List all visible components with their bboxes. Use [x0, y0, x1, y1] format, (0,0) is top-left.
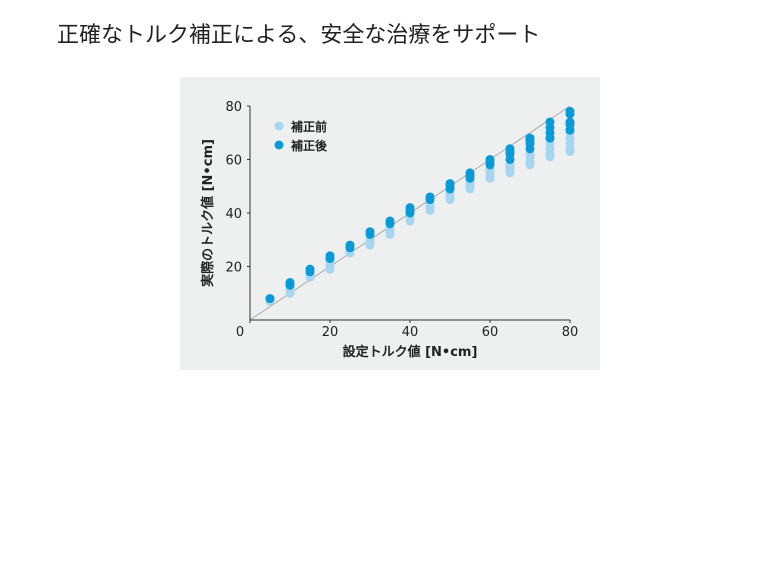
x-tick-label: 60: [482, 325, 499, 340]
chart-title: 正確なトルク補正による、安全な治療をサポート: [57, 23, 540, 48]
y-axis-label: 実際のトルク値 [N•cm]: [200, 139, 216, 287]
point: [525, 133, 535, 143]
point: [325, 251, 335, 261]
y-tick-label: 40: [225, 207, 242, 222]
legend-marker: [274, 121, 284, 131]
point: [285, 278, 295, 288]
x-tick-label: 20: [322, 325, 339, 340]
y-tick-label: 80: [225, 100, 242, 115]
point: [505, 144, 515, 154]
x-tick-label: 40: [402, 325, 419, 340]
y-tick-label: 60: [225, 154, 242, 169]
x-axis-label: 設定トルク値 [N•cm]: [343, 344, 478, 360]
point: [405, 203, 415, 213]
point: [465, 168, 475, 178]
point: [265, 294, 275, 304]
point: [345, 240, 355, 250]
point: [545, 117, 555, 127]
point: [485, 155, 495, 164]
point: [425, 192, 435, 202]
point: [565, 117, 575, 127]
legend-label: 補正前: [290, 119, 327, 134]
legend-label: 補正後: [290, 138, 328, 153]
point: [365, 227, 375, 237]
point: [305, 264, 315, 274]
point: [385, 216, 395, 226]
y-tick-label: 20: [225, 261, 242, 276]
point: [565, 106, 575, 116]
point: [445, 179, 455, 189]
legend-marker: [274, 140, 284, 150]
x-tick-label: 80: [562, 325, 579, 340]
x-tick-label: 0: [236, 325, 244, 340]
